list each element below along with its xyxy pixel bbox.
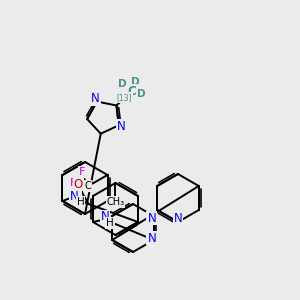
- Text: D: D: [137, 89, 146, 99]
- Text: F: F: [70, 178, 77, 188]
- Text: C: C: [127, 85, 136, 98]
- Text: D: D: [131, 77, 140, 87]
- Text: H: H: [76, 197, 84, 207]
- Text: O: O: [74, 178, 83, 190]
- Text: F: F: [79, 167, 86, 177]
- Text: CH₃: CH₃: [106, 197, 124, 207]
- Text: [13]: [13]: [117, 93, 132, 102]
- Text: N: N: [147, 212, 156, 224]
- Text: H: H: [106, 218, 114, 228]
- Text: D: D: [118, 80, 127, 89]
- Text: N: N: [147, 232, 156, 244]
- Text: N: N: [174, 212, 182, 226]
- Text: N: N: [100, 211, 109, 224]
- Text: N: N: [91, 92, 100, 105]
- Text: C: C: [84, 181, 91, 191]
- Text: N: N: [117, 120, 126, 133]
- Text: N: N: [70, 190, 79, 202]
- Text: F: F: [74, 192, 81, 202]
